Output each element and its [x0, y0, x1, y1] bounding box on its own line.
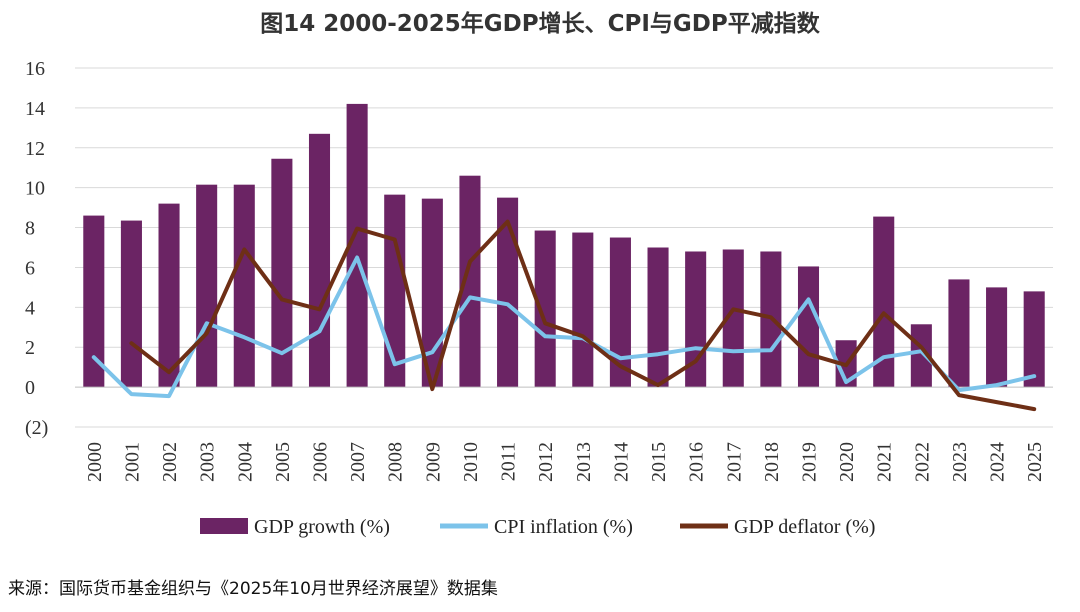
bar-gdp-growth-2009 — [421, 198, 443, 388]
x-axis-ticks: 2000 2001 2002 2003 2004 2005 2006 2007 2008 2009… — [84, 442, 1046, 482]
bar-gdp-growth-2000 — [83, 215, 105, 388]
bar-gdp-growth-2021 — [873, 216, 895, 388]
y-tick-label: 0 — [25, 377, 35, 399]
cpi-inflation-line — [91, 255, 1037, 399]
x-tick-label: 2012 — [535, 442, 557, 482]
bar-gdp-growth-2024 — [986, 287, 1008, 388]
x-tick-label: 2009 — [422, 442, 444, 482]
y-tick-label: (2) — [25, 417, 48, 439]
x-tick-label: 2006 — [310, 442, 332, 482]
y-tick-label: 16 — [25, 58, 45, 80]
x-tick-label: 2015 — [648, 442, 670, 482]
x-tick-label: 2002 — [159, 442, 181, 482]
bar-gdp-growth-2003 — [196, 184, 218, 388]
x-tick-label: 2003 — [197, 442, 219, 482]
y-tick-label: 8 — [25, 218, 35, 240]
x-tick-label: 2014 — [610, 442, 632, 482]
x-tick-label: 2018 — [761, 442, 783, 482]
y-tick-label: 12 — [25, 138, 45, 160]
x-tick-label: 2004 — [234, 442, 256, 482]
bar-gdp-growth-2008 — [384, 194, 406, 388]
y-tick-label: 4 — [25, 297, 35, 319]
bar-gdp-growth-2019 — [797, 266, 820, 388]
legend-label-cpi: CPI inflation (%) — [494, 516, 633, 538]
bar-gdp-growth-2025 — [1023, 291, 1045, 388]
x-tick-label: 2023 — [949, 442, 971, 482]
bar-gdp-growth-2001 — [120, 220, 142, 388]
x-tick-label: 2022 — [911, 442, 933, 482]
x-tick-label: 2001 — [121, 442, 143, 482]
bar-gdp-growth-2023 — [948, 279, 970, 388]
x-tick-label: 2013 — [573, 442, 595, 482]
x-tick-label: 2019 — [799, 442, 821, 482]
bar-gdp-growth-2014 — [609, 237, 631, 388]
x-tick-label: 2000 — [84, 442, 106, 482]
bar-gdp-growth-2006 — [308, 133, 331, 388]
bar-gdp-growth-2005 — [271, 158, 293, 388]
y-tick-label: 10 — [25, 178, 45, 200]
legend-swatch-gdp-growth — [200, 518, 248, 534]
series-lines — [91, 219, 1037, 412]
chart-title: 图14 2000-2025年GDP增长、CPI与GDP平减指数 — [260, 11, 820, 37]
x-tick-label: 2005 — [272, 442, 294, 482]
x-tick-label: 2021 — [874, 442, 896, 482]
x-tick-label: 2017 — [723, 442, 745, 482]
bar-gdp-growth-2002 — [158, 203, 180, 388]
bar-gdp-growth-2012 — [534, 230, 556, 388]
y-tick-label: 2 — [25, 337, 35, 359]
gridlines — [75, 67, 1053, 428]
x-tick-label: 2024 — [987, 442, 1009, 482]
x-tick-label: 2007 — [347, 442, 369, 482]
gdp-deflator-line — [129, 219, 1037, 412]
y-tick-label: 6 — [25, 257, 35, 279]
bar-gdp-growth-2015 — [647, 247, 669, 388]
source-note: 来源：国际货币基金组织与《2025年10月世界经济展望》数据集 — [8, 579, 498, 599]
gdp-growth-bars — [83, 103, 1045, 388]
x-tick-label: 2010 — [460, 442, 482, 482]
legend-label-gdp-growth: GDP growth (%) — [254, 516, 390, 538]
x-tick-label: 2025 — [1024, 442, 1046, 482]
bar-gdp-growth-2010 — [459, 175, 481, 388]
bar-gdp-growth-2013 — [572, 232, 594, 388]
legend: GDP growth (%) CPI inflation (%) GDP defla… — [200, 516, 875, 538]
y-tick-label: 14 — [25, 98, 45, 120]
x-tick-label: 2008 — [385, 442, 407, 482]
x-tick-label: 2016 — [686, 442, 708, 482]
bar-gdp-growth-2007 — [346, 103, 368, 388]
x-tick-label: 2020 — [836, 442, 858, 482]
y-axis-ticks: (2) 0 2 4 6 8 10 12 14 16 — [25, 58, 48, 439]
x-tick-label: 2011 — [498, 442, 520, 481]
bar-gdp-growth-2004 — [233, 184, 255, 388]
legend-label-deflator: GDP deflator (%) — [734, 516, 875, 538]
bar-gdp-growth-2011 — [497, 197, 519, 388]
